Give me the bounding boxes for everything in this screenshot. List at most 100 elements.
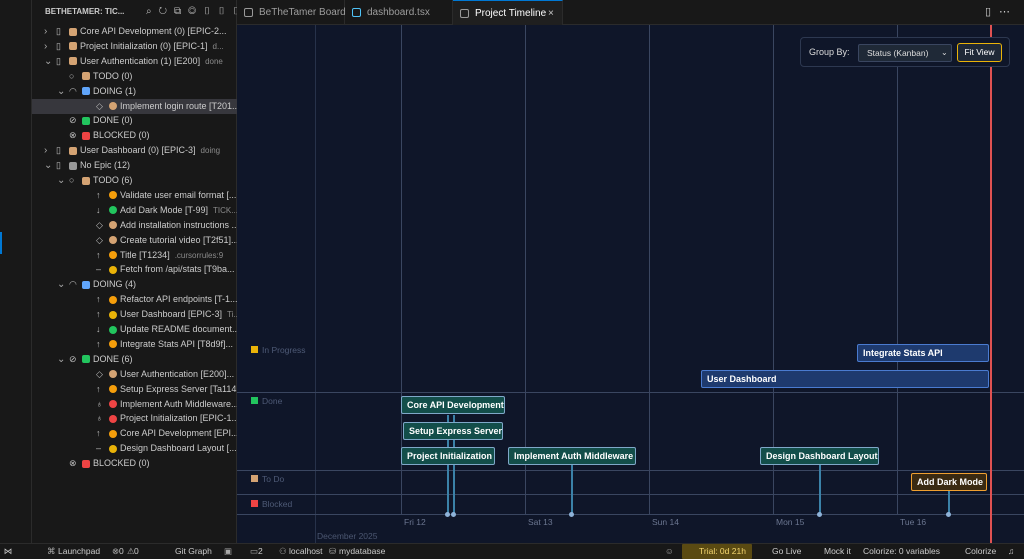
sidebar-actions[interactable]: ⌕↻⧉◎▯▯▯ [146,6,247,17]
sidebar-title: BETHETAMER: TIC... [45,7,125,16]
tree-item[interactable]: ○ TODO (0) [32,69,237,84]
tree-item[interactable]: ↑ Setup Express Server [Ta114... [32,382,244,397]
group-by-select[interactable]: Status (Kanban) ⌄ [858,44,952,62]
chevron: ⌄ [57,85,66,97]
grid-line [315,25,316,543]
item-text: Design Dashboard Layout [... [120,443,237,454]
tree-label: User Authentication [E200]... [120,367,234,382]
tree-item[interactable]: ↑ User Dashboard [EPIC-3] Ti... [32,307,240,322]
item-icon: ♁ [96,398,103,409]
status-item[interactable]: 0 [119,546,124,556]
status-dot [109,265,117,274]
tree-item[interactable]: ◇ User Authentication [E200]... [32,367,237,382]
tree-item[interactable]: ↓ Add Dark Mode [T-99] TICK... [32,203,238,218]
tree-item[interactable]: ⌄ ▯ User Authentication (1) [E200] done [32,54,237,69]
editor-tab[interactable]: Project Timeline × [453,0,563,25]
status-dot [82,355,90,364]
tree-item[interactable]: ♁ Implement Auth Middleware... [32,397,239,412]
item-meta: done [205,56,223,66]
status-dot [82,87,90,96]
tree-item[interactable]: ⌄ ▯ No Epic (12) [32,158,237,173]
status-icon: ▭ [250,546,259,556]
tree-item[interactable]: ⌄ ○ TODO (6) [32,173,237,188]
timeline-bar[interactable]: User Dashboard [701,370,989,388]
tree-item[interactable]: ◇ Implement login route [T201... [32,98,240,114]
tree-label: Fetch from /api/stats [T9ba... [120,262,235,277]
status-item[interactable]: Git Graph [175,546,212,556]
tree-item[interactable]: – Fetch from /api/stats [T9ba... [32,262,237,277]
item-text: No Epic (12) [80,160,131,171]
status-dot [109,221,117,230]
tree-item[interactable]: ⌄ ◠ DOING (4) [32,277,237,292]
tree-item[interactable]: ♁ Project Initialization [EPIC-1... [32,411,239,426]
status-icon: ⚇ [279,546,287,556]
status-item[interactable]: Colorize [965,546,997,556]
connector-dot [817,512,822,517]
chevron: ⌄ [44,55,53,67]
item-icon: ↑ [96,249,101,260]
tree-item[interactable]: ⊘ DONE (0) [32,113,237,128]
connector-dot [569,512,574,517]
timeline-bar[interactable]: Setup Express Server [403,422,503,440]
tree-label: DONE (0) [93,113,133,128]
tree-item[interactable]: ⌄ ◠ DOING (1) [32,84,237,99]
timeline-bar[interactable]: Core API Development [401,396,505,414]
editor-actions[interactable]: ▯⋯ [985,6,1019,18]
tree-label: No Epic (12) [80,158,130,173]
tree-item[interactable]: › ▯ Core API Development (0) [EPIC-2... [32,24,237,39]
tree-item[interactable]: ⌄ ⊘ DONE (6) [32,352,237,367]
status-dot [69,27,77,36]
tree-item[interactable]: ↑ Validate user email format [... [32,188,237,203]
editor-tab[interactable]: dashboard.tsx [345,0,453,25]
remote-indicator: ⋈ [3,546,13,556]
tree-item[interactable]: ◇ Create tutorial video [T2f51]... [32,233,239,248]
status-item[interactable]: Go Live [772,546,802,556]
status-item[interactable]: Launchpad [58,546,101,556]
item-text: TODO (0) [93,70,133,81]
status-dot [82,131,90,140]
timeline-bar[interactable]: Design Dashboard Layout [760,447,879,465]
status-dot [109,370,117,379]
fit-view-button[interactable]: Fit View [957,43,1002,62]
item-meta: doing [200,146,221,156]
status-dot [109,236,117,245]
select-value: Status (Kanban) [867,48,929,58]
timeline-bar[interactable]: Implement Auth Middleware [508,447,636,465]
status-dot [109,385,117,394]
tree-item[interactable]: › ▯ Project Initialization (0) [EPIC-1] d..… [32,39,237,54]
tree-label: Core API Development [EPI... [120,426,239,441]
timeline-bar[interactable]: Integrate Stats API [857,344,989,362]
item-text: BLOCKED (0) [93,130,150,141]
tree-item[interactable]: ↑ Refactor API endpoints [T-1... [32,292,238,307]
tree-item[interactable]: ↓ Update README document... [32,322,240,337]
tree-item[interactable]: ⊗ BLOCKED (0) [32,128,237,143]
tree-item[interactable]: ↑ Integrate Stats API [T8d9f]... [32,337,237,352]
timeline-bar[interactable]: Add Dark Mode [911,473,987,491]
day-line [401,25,402,515]
tree-item[interactable]: ↑ Core API Development [EPI... [32,426,239,441]
timeline-bar[interactable]: Project Initialization [401,447,495,465]
tree-item[interactable]: ↑ Title [T1234] .cursorrules:9 [32,248,237,263]
day-label: Mon 15 [776,517,805,527]
lane-text: Blocked [262,499,293,509]
tree-item[interactable]: – Design Dashboard Layout [... [32,441,237,456]
chevron: ⌄ [57,279,66,291]
editor-tab[interactable]: BeTheTamer Board [237,0,346,25]
day-line [525,25,526,515]
status-dot [109,295,117,304]
tree-item[interactable]: ⊗ BLOCKED (0) [32,456,237,471]
lane-text: Done [262,396,283,406]
active-indicator [0,232,2,254]
status-item[interactable]: Trial: 0d 21h [699,546,746,556]
status-item[interactable]: Colorize: 0 variables [863,546,941,556]
tree-item[interactable]: ◇ Add installation instructions ... [32,218,239,233]
status-item[interactable]: 0 [134,546,139,556]
status-item[interactable]: mydatabase [339,546,386,556]
status-item[interactable]: localhost [289,546,323,556]
now-line [990,25,992,543]
status-item[interactable]: 2 [258,546,263,556]
tree-item[interactable]: › ▯ User Dashboard (0) [EPIC-3] doing [32,143,237,158]
status-item[interactable]: Mock it [824,546,851,556]
tab-close[interactable]: × [548,8,554,19]
